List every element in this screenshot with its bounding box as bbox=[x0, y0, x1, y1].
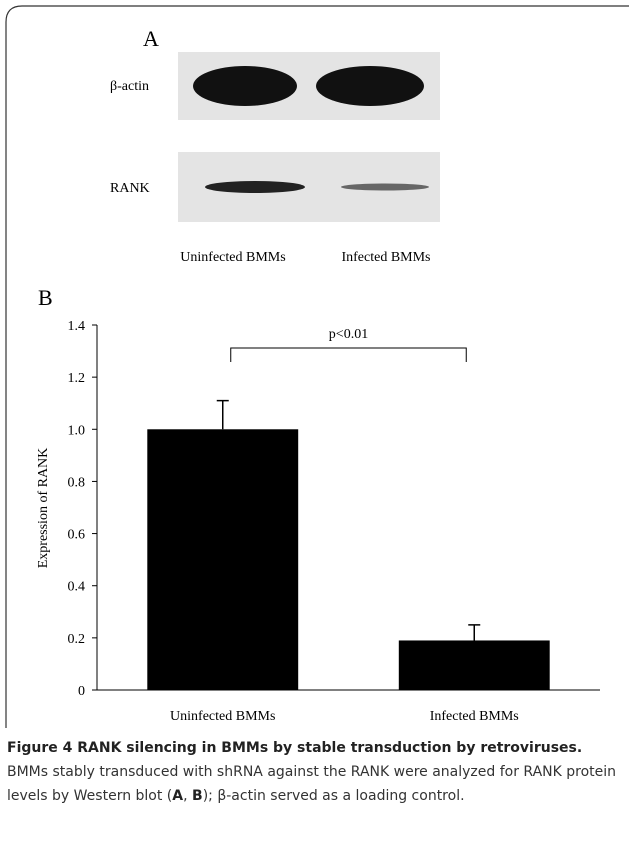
lane-label: Infected BMMs bbox=[341, 250, 430, 265]
caption-text: , bbox=[183, 788, 192, 804]
error-bar bbox=[468, 625, 480, 641]
y-tick-label: 1.0 bbox=[68, 423, 86, 438]
caption: Figure 4 RANK silencing in BMMs by stabl… bbox=[7, 736, 622, 808]
band bbox=[205, 181, 305, 193]
caption-ref: B bbox=[192, 788, 203, 804]
x-tick-label: Infected BMMs bbox=[430, 709, 519, 724]
figure: A β-actin RANK Uninfected BMMs Infected … bbox=[0, 0, 629, 844]
y-tick-label: 0.4 bbox=[68, 580, 86, 595]
y-tick-label: 1.2 bbox=[68, 371, 86, 386]
x-tick-label: Uninfected BMMs bbox=[170, 709, 275, 724]
chart: A β-actin RANK Uninfected BMMs Infected … bbox=[0, 0, 629, 736]
y-tick-label: 1.4 bbox=[68, 319, 86, 334]
band bbox=[341, 184, 429, 191]
bar bbox=[147, 429, 298, 690]
y-tick-label: 0.6 bbox=[68, 528, 86, 543]
panel-label: B bbox=[38, 285, 53, 310]
bar bbox=[399, 640, 550, 690]
y-tick-label: 0.2 bbox=[68, 632, 86, 647]
row-label: β-actin bbox=[110, 79, 149, 94]
caption-ref: A bbox=[172, 788, 183, 804]
lane-label: Uninfected BMMs bbox=[180, 250, 285, 265]
significance-bracket bbox=[231, 348, 467, 362]
annotation: p<0.01 bbox=[329, 327, 368, 342]
caption-text: ); β-actin served as a loading control. bbox=[203, 788, 465, 804]
band bbox=[316, 66, 424, 106]
error-bar bbox=[217, 401, 229, 430]
row-label: RANK bbox=[110, 181, 150, 196]
panel-label: A bbox=[143, 26, 159, 51]
y-axis-label: Expression of RANK bbox=[36, 448, 51, 569]
band bbox=[193, 66, 297, 106]
y-tick-label: 0 bbox=[78, 684, 85, 699]
caption-title: Figure 4 RANK silencing in BMMs by stabl… bbox=[7, 740, 582, 756]
y-tick-label: 0.8 bbox=[68, 475, 86, 490]
